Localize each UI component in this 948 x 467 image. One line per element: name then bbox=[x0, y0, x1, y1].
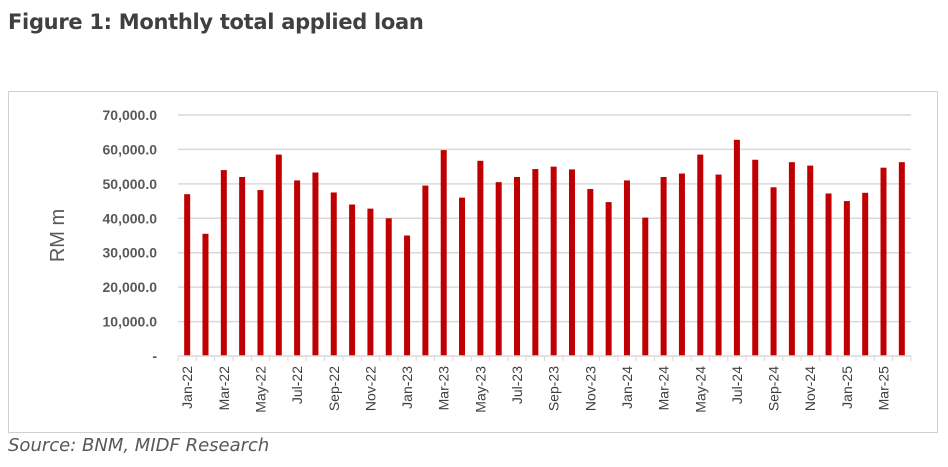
y-axis-title: RM m bbox=[47, 209, 69, 262]
y-tick-label: 50,000.0 bbox=[103, 176, 158, 192]
y-tick-label: - bbox=[152, 348, 157, 364]
y-tick-label: 70,000.0 bbox=[103, 107, 158, 123]
x-tick-label: Nov-22 bbox=[362, 366, 378, 411]
bar bbox=[220, 170, 227, 356]
bar bbox=[568, 169, 575, 356]
bar bbox=[275, 154, 282, 356]
bar bbox=[587, 189, 594, 356]
x-tick-label: Jul-22 bbox=[289, 366, 305, 404]
x-tick-label: Nov-23 bbox=[582, 366, 598, 411]
x-tick-label: Nov-24 bbox=[802, 366, 818, 411]
y-tick-label: 10,000.0 bbox=[103, 314, 158, 330]
bar bbox=[752, 159, 759, 356]
y-tick-label: 60,000.0 bbox=[103, 141, 158, 157]
bar bbox=[294, 180, 301, 356]
chart-frame: - 10,000.0 20,000.0 30,000.0 40,000.0 50,000.… bbox=[8, 91, 938, 433]
bar bbox=[184, 194, 191, 356]
bar bbox=[697, 154, 704, 356]
x-tick-label: Sep-24 bbox=[766, 366, 782, 411]
bar bbox=[898, 162, 905, 356]
bar bbox=[532, 169, 539, 356]
y-tick-label: 30,000.0 bbox=[103, 245, 158, 261]
bar bbox=[862, 192, 869, 356]
y-tick-label: 20,000.0 bbox=[103, 279, 158, 295]
bar bbox=[257, 190, 264, 356]
bar bbox=[495, 182, 502, 356]
y-tick-label: 40,000.0 bbox=[103, 210, 158, 226]
x-tick-label: Jan-22 bbox=[179, 366, 195, 409]
bar bbox=[550, 166, 557, 356]
bar bbox=[843, 201, 850, 356]
bar bbox=[367, 208, 374, 356]
x-tick-label: May-23 bbox=[472, 366, 488, 413]
source-note: Source: BNM, MIDF Research bbox=[8, 435, 270, 456]
x-tick-label: May-22 bbox=[252, 366, 268, 413]
bar bbox=[660, 176, 667, 356]
x-tick-label: Jul-24 bbox=[729, 366, 745, 404]
bar bbox=[385, 218, 392, 356]
bar bbox=[422, 185, 429, 356]
bar bbox=[202, 233, 209, 356]
figure-title: Figure 1: Monthly total applied loan bbox=[8, 10, 424, 34]
bar bbox=[404, 235, 411, 356]
x-tick-label: Sep-22 bbox=[326, 366, 342, 411]
bar bbox=[788, 162, 795, 356]
bar bbox=[715, 174, 722, 356]
bar bbox=[440, 150, 447, 356]
bar bbox=[733, 139, 740, 356]
x-tick-label: Mar-23 bbox=[436, 366, 452, 411]
bar bbox=[605, 202, 612, 356]
bar bbox=[477, 160, 484, 356]
bar bbox=[642, 217, 649, 356]
x-tick-label: Jan-23 bbox=[399, 366, 415, 409]
bar bbox=[330, 192, 337, 356]
bar bbox=[678, 173, 685, 356]
bar bbox=[825, 193, 832, 356]
bar bbox=[459, 197, 466, 356]
x-tick-label: May-24 bbox=[692, 366, 708, 413]
bar bbox=[623, 180, 630, 356]
bar bbox=[770, 187, 777, 356]
bar bbox=[880, 167, 887, 356]
bar bbox=[239, 176, 246, 356]
x-tick-label: Mar-25 bbox=[876, 366, 892, 411]
x-tick-label: Sep-23 bbox=[546, 366, 562, 411]
bar bbox=[514, 176, 521, 356]
bar bbox=[312, 172, 319, 356]
x-tick-label: Jan-24 bbox=[619, 366, 635, 409]
x-tick-label: Jan-25 bbox=[839, 366, 855, 409]
bar bbox=[349, 204, 356, 356]
x-tick-label: Mar-24 bbox=[656, 366, 672, 411]
x-tick-label: Mar-22 bbox=[216, 366, 232, 411]
x-tick-label: Jul-23 bbox=[509, 366, 525, 404]
bar bbox=[807, 165, 814, 356]
bar-chart: - 10,000.0 20,000.0 30,000.0 40,000.0 50,000.… bbox=[47, 107, 912, 413]
